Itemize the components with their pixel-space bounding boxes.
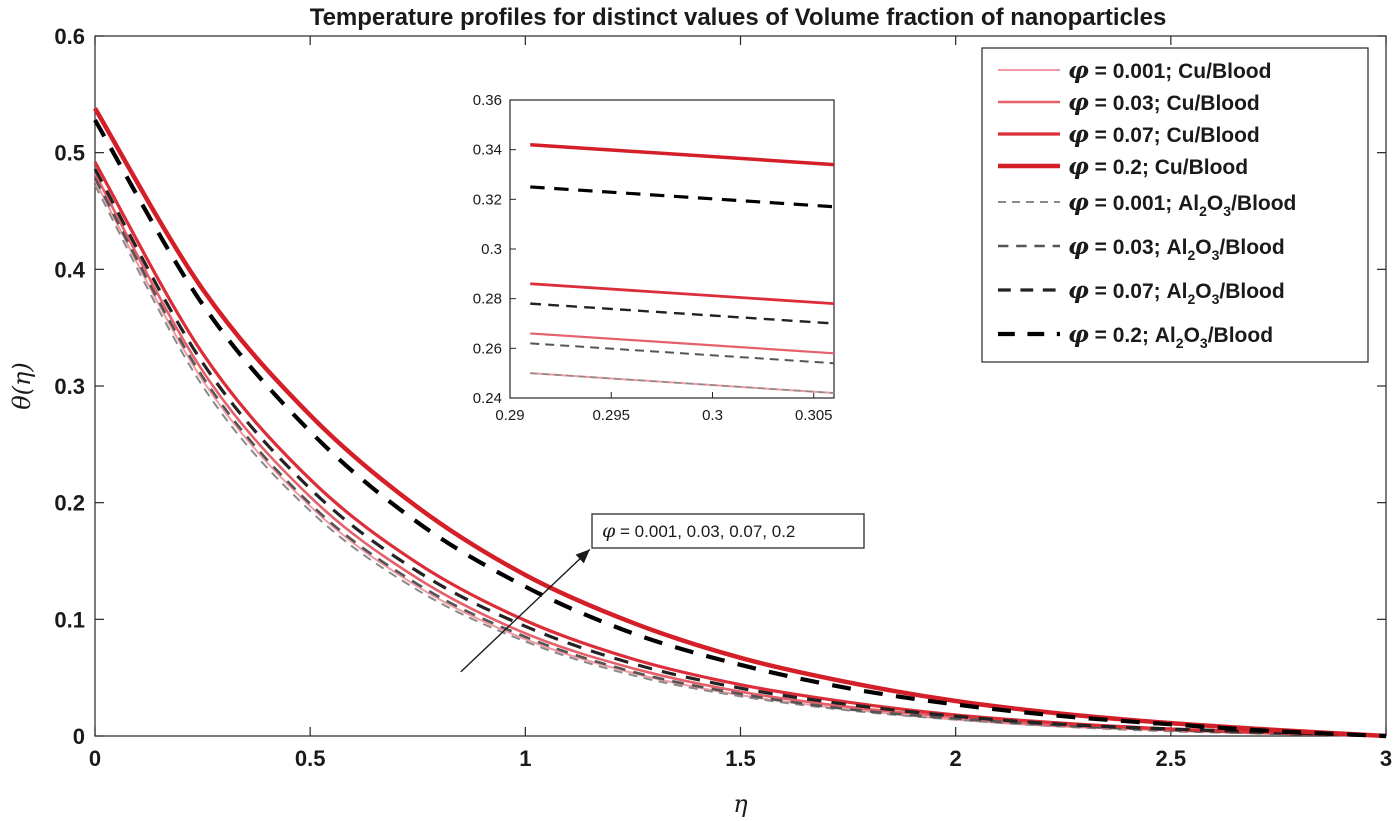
legend-label-2: φ = 0.03; Cu/Blood (1068, 89, 1260, 116)
legend-label-3: φ = 0.07; Cu/Blood (1068, 121, 1260, 148)
inset-line-8 (530, 372, 835, 394)
x-tick-label: 1.5 (725, 746, 756, 771)
inset-x-tick-label: 0.29 (495, 407, 524, 424)
inset-line-1 (530, 142, 835, 167)
inset-frame (509, 99, 835, 399)
y-tick-label: 0.4 (54, 257, 85, 282)
x-axis-label: η (733, 790, 748, 818)
legend-box (981, 47, 1369, 363)
inset-y-tick-label: 0.32 (473, 191, 502, 208)
y-tick-label: 0.2 (54, 491, 85, 516)
inset-line-6 (530, 342, 835, 365)
annotation-arrow-head (575, 549, 590, 564)
inset-plot-area: 0.29 0.295 0.3 0.305 0.24 0.26 0.28 0.3 0.32 0.34… (473, 92, 835, 424)
inset-y-tick-label: 0.26 (473, 340, 502, 357)
x-tick-label: 2.5 (1156, 746, 1187, 771)
y-tick-label: 0.1 (54, 607, 85, 632)
x-tick-label: 3 (1380, 746, 1392, 771)
x-tick-label: 1 (519, 746, 531, 771)
inset-line-3 (530, 282, 835, 306)
y-tick-label: 0.6 (54, 24, 85, 49)
y-tick-label: 0.5 (54, 141, 85, 166)
inset-y-tick-label: 0.28 (473, 291, 502, 308)
inset-y-tick-label: 0.34 (473, 142, 502, 159)
legend: φ = 0.001; Cu/Blood φ = 0.03; Cu/Blood φ =… (981, 47, 1369, 363)
inset-x-tick-label: 0.305 (795, 407, 833, 424)
series-line-8 (93, 118, 1387, 739)
y-axis-label: θ(η) (8, 362, 36, 410)
legend-label-5: φ = 0.001; Al2O3/Blood (1068, 189, 1296, 219)
annotation-box (591, 513, 865, 549)
annotation-arrow-shaft (460, 548, 591, 673)
y-tick-label: 0.3 (54, 374, 85, 399)
legend-label-6: φ = 0.03; Al2O3/Blood (1068, 233, 1285, 263)
x-tick-label: 0 (89, 746, 101, 771)
inset-y-tick-label: 0.36 (473, 92, 502, 109)
series-line-3 (93, 161, 1387, 738)
legend-label-8: φ = 0.2; Al2O3/Blood (1068, 321, 1273, 351)
legend-label-4: φ = 0.2; Cu/Blood (1068, 153, 1248, 180)
inset-x-tick-label: 0.3 (702, 407, 723, 424)
inset-x-tick-label: 0.295 (592, 407, 630, 424)
x-tick-label: 2 (950, 746, 962, 771)
legend-label-1: φ = 0.001; Cu/Blood (1068, 57, 1271, 84)
chart-title: Temperature profiles for distinct values… (310, 4, 1167, 31)
inset-line-4 (530, 302, 835, 325)
legend-label-7: φ = 0.07; Al2O3/Blood (1068, 277, 1285, 307)
annotation-label: φ = 0.001, 0.03, 0.07, 0.2 (602, 520, 795, 542)
x-tick-label: 0.5 (295, 746, 326, 771)
inset-y-tick-label: 0.3 (481, 241, 502, 258)
inset-line-2 (530, 185, 835, 209)
inset-line-5 (530, 332, 835, 355)
annotation: φ = 0.001, 0.03, 0.07, 0.2 (460, 513, 865, 673)
y-tick-label: 0 (73, 724, 85, 749)
series-line-7 (93, 168, 1387, 738)
inset-y-tick-label: 0.24 (473, 390, 502, 407)
